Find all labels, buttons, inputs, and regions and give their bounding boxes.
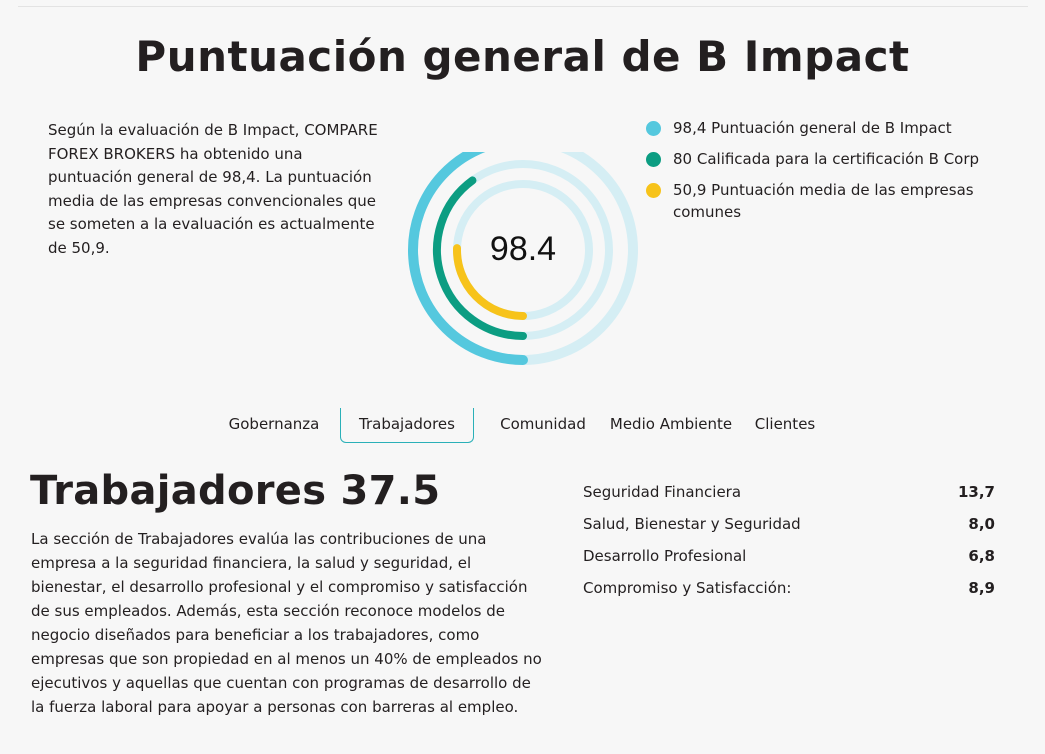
- overall-score-value: 98.4: [489, 230, 557, 268]
- tab-trabajadores[interactable]: Trabajadores: [340, 408, 474, 443]
- metric-row: Desarrollo Profesional 6,8: [583, 540, 995, 572]
- metric-row: Seguridad Financiera 13,7: [583, 476, 995, 508]
- legend-label-certification: 80 Calificada para la certificación B Co…: [673, 150, 980, 168]
- legend-item-average: 50,9 Puntuación media de las empresas co…: [646, 179, 1006, 223]
- section-heading: Trabajadores 37.5: [30, 468, 441, 514]
- metric-label: Salud, Bienestar y Seguridad: [583, 515, 801, 533]
- metrics-list: Seguridad Financiera 13,7 Salud, Bienest…: [583, 476, 995, 604]
- metric-value: 8,0: [968, 515, 995, 533]
- ring-overall-arc: [408, 152, 528, 365]
- legend-dot-overall: [646, 121, 661, 136]
- legend-label-average: 50,9 Puntuación media de las empresas co…: [673, 181, 974, 221]
- intro-text: Según la evaluación de B Impact, COMPARE…: [48, 121, 378, 257]
- metric-value: 8,9: [968, 579, 995, 597]
- tab-gobernanza[interactable]: Gobernanza: [228, 415, 320, 433]
- score-ring-svg: [408, 152, 638, 365]
- tab-medio-ambiente[interactable]: Medio Ambiente: [609, 415, 733, 433]
- legend-item-overall: 98,4 Puntuación general de B Impact: [646, 117, 1006, 139]
- ring-average-arc: [453, 244, 527, 320]
- score-ring-chart: 98.4: [403, 152, 643, 372]
- metric-row: Compromiso y Satisfacción: 8,9: [583, 572, 995, 604]
- score-legend: 98,4 Puntuación general de B Impact 80 C…: [646, 117, 1006, 232]
- metric-row: Salud, Bienestar y Seguridad 8,0: [583, 508, 995, 540]
- page-title: Puntuación general de B Impact: [135, 32, 910, 81]
- ring-certification-arc: [433, 176, 527, 340]
- metric-value: 6,8: [968, 547, 995, 565]
- metric-label: Compromiso y Satisfacción:: [583, 579, 792, 597]
- metric-label: Seguridad Financiera: [583, 483, 742, 501]
- metric-label: Desarrollo Profesional: [583, 547, 747, 565]
- legend-item-certification: 80 Calificada para la certificación B Co…: [646, 148, 1006, 170]
- legend-dot-certification: [646, 152, 661, 167]
- legend-dot-average: [646, 183, 661, 198]
- category-tabs: Gobernanza Trabajadores Comunidad Medio …: [0, 408, 1045, 446]
- section-description: La sección de Trabajadores evalúa las co…: [31, 530, 542, 716]
- legend-label-overall: 98,4 Puntuación general de B Impact: [673, 119, 952, 137]
- tab-comunidad[interactable]: Comunidad: [500, 415, 586, 433]
- metric-value: 13,7: [957, 483, 995, 501]
- tab-clientes[interactable]: Clientes: [754, 415, 816, 433]
- top-divider: [18, 6, 1028, 7]
